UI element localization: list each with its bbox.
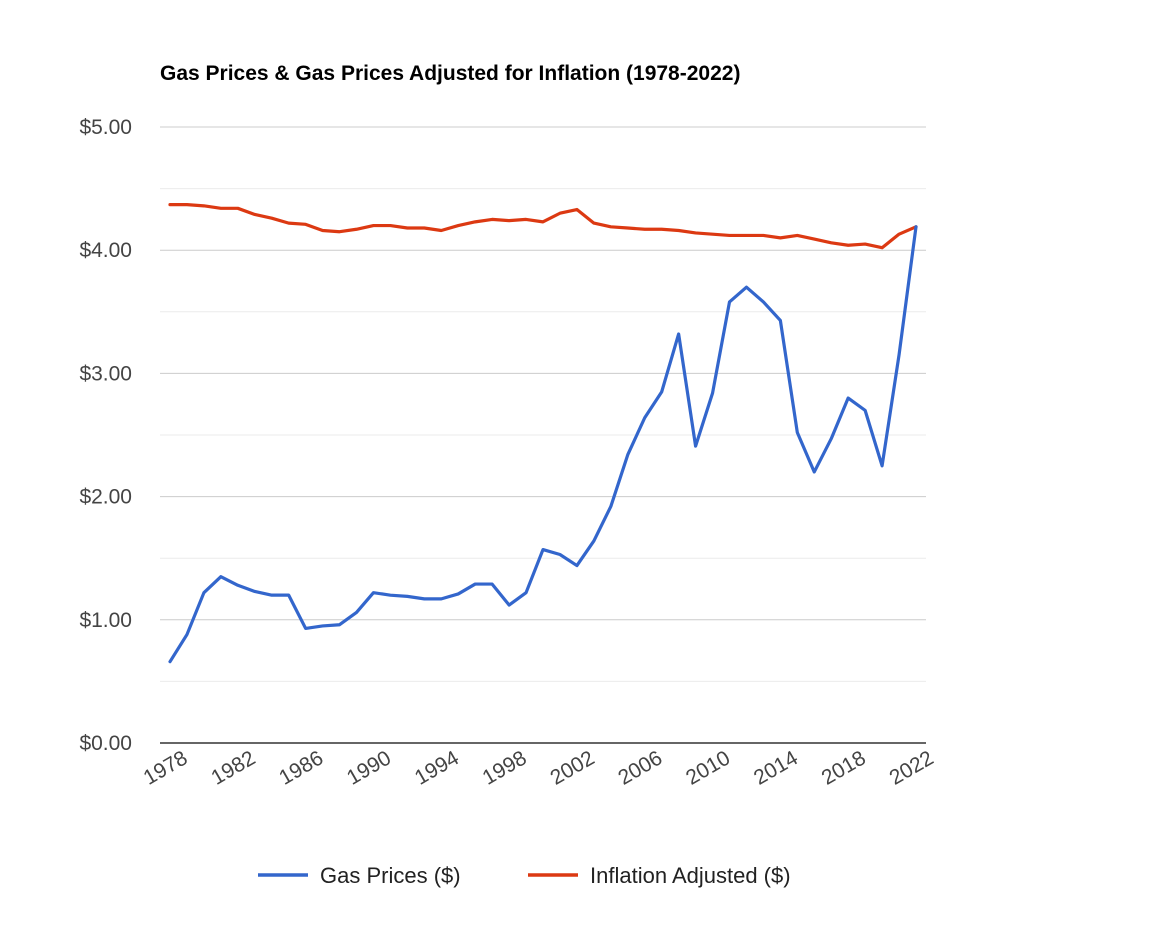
legend-label: Inflation Adjusted ($) [590,863,791,888]
y-tick-label: $3.00 [79,362,132,385]
gridlines [160,126,926,682]
x-tick-label: 2022 [886,746,938,789]
x-tick-label: 2014 [750,746,802,789]
x-tick-label: 2002 [547,746,599,789]
x-tick-label: 1978 [140,746,192,789]
x-tick-label: 1994 [411,746,463,789]
x-axis-ticks: 1978 1982 1986 1990 1994 1998 2002 2006 2010 2014… [140,746,938,789]
x-tick-label: 2010 [682,746,734,789]
y-tick-label: $5.00 [79,116,132,139]
legend-label: Gas Prices ($) [320,863,461,888]
series-line [168,203,918,250]
series-line [168,225,918,664]
y-axis-ticks: $0.00 $1.00 $2.00 $3.00 $4.00 $5.00 [79,116,132,755]
chart-title: Gas Prices & Gas Prices Adjusted for Inf… [160,62,740,85]
legend: Gas Prices ($) Inflation Adjusted ($) [258,863,791,888]
x-tick-label: 1998 [479,746,531,789]
y-tick-label: $2.00 [79,486,132,509]
x-tick-label: 2006 [614,746,666,789]
series-lines [168,203,918,664]
y-tick-label: $1.00 [79,609,132,632]
x-tick-label: 1990 [343,746,395,789]
y-tick-label: $4.00 [79,239,132,262]
y-tick-label: $0.00 [79,732,132,755]
x-tick-label: 1986 [275,746,327,789]
x-tick-label: 2018 [818,746,870,789]
x-tick-label: 1982 [207,746,259,789]
